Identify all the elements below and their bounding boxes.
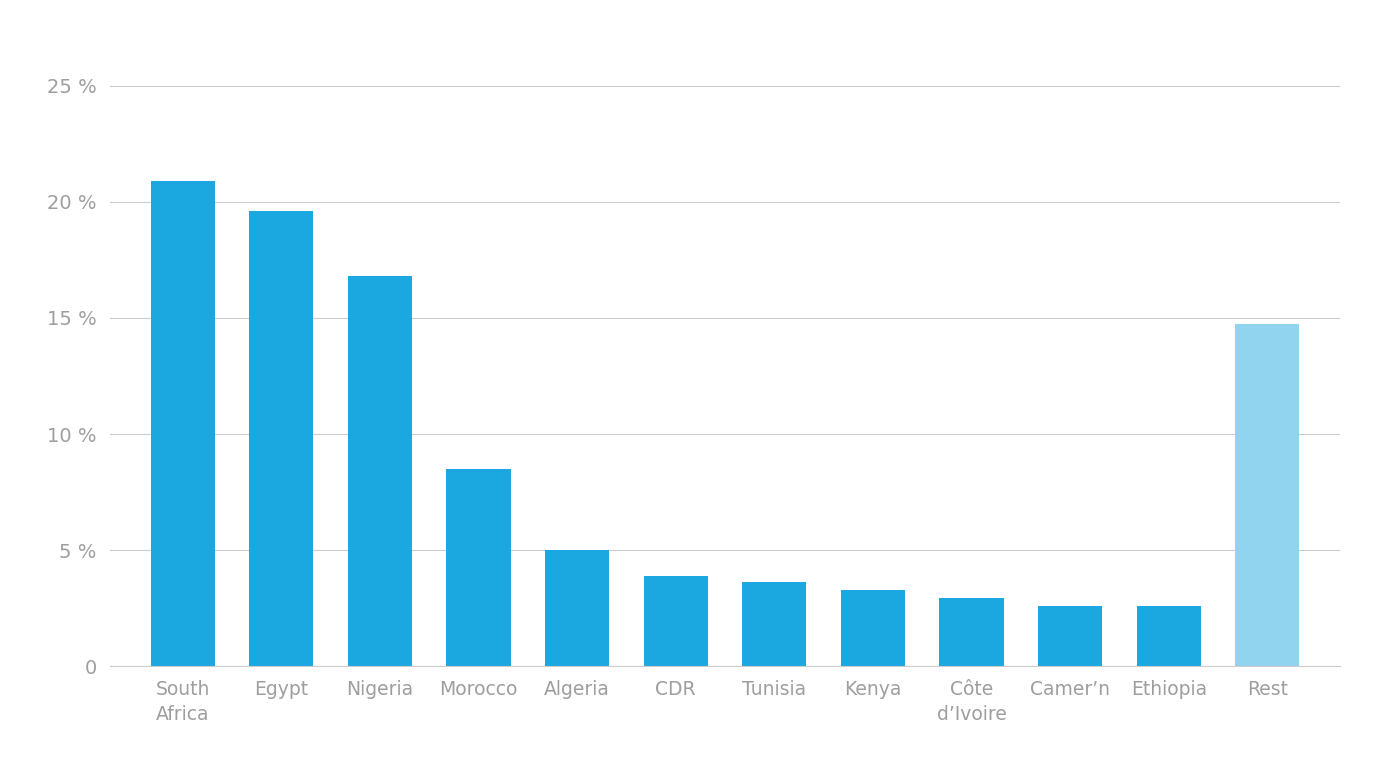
Bar: [545, 550, 609, 666]
Bar: [348, 276, 412, 666]
Bar: [841, 590, 905, 666]
Bar: [446, 469, 511, 666]
Bar: [742, 582, 807, 666]
Bar: [939, 598, 1004, 666]
Bar: [151, 181, 215, 666]
Bar: [1039, 606, 1102, 666]
Bar: [250, 211, 313, 666]
Bar: [1235, 324, 1300, 666]
Bar: [644, 575, 708, 666]
Bar: [1137, 606, 1200, 666]
